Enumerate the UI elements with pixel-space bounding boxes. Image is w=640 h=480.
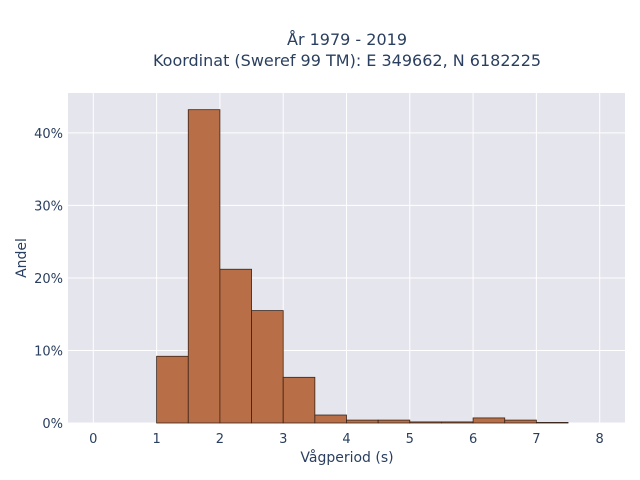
histogram-bar: [314, 414, 347, 424]
histogram-bar: [251, 310, 284, 424]
histogram-bar: [504, 419, 537, 424]
chart-title-line2: Koordinat (Sweref 99 TM): E 349662, N 61…: [153, 51, 541, 70]
histogram-bar: [219, 268, 252, 424]
x-axis-label: Vågperiod (s): [300, 449, 393, 466]
x-axis-ticks: 0 1 2 3 4 5 6 7 8: [89, 432, 604, 447]
y-tick-label: 40%: [34, 127, 63, 142]
x-tick-label: 5: [406, 432, 414, 447]
histogram-bar: [535, 422, 569, 424]
bars: [156, 109, 569, 424]
y-axis-label: Andel: [14, 238, 30, 278]
histogram-bar: [377, 419, 411, 424]
y-tick-label: 20%: [34, 272, 63, 287]
chart-title-line1: År 1979 - 2019: [287, 30, 407, 49]
x-tick-label: 8: [596, 432, 604, 447]
histogram-bar: [441, 421, 474, 424]
y-axis-ticks: 0% 10% 20% 30% 40%: [34, 127, 63, 432]
histogram-bar: [282, 376, 316, 424]
histogram-bar: [346, 419, 379, 424]
x-tick-label: 2: [216, 432, 224, 447]
y-tick-label: 0%: [42, 417, 63, 432]
y-tick-label: 10%: [34, 344, 63, 359]
histogram-bar: [187, 109, 221, 424]
x-tick-label: 6: [469, 432, 477, 447]
histogram-bar: [472, 417, 506, 424]
x-tick-label: 7: [532, 432, 540, 447]
histogram-bar: [409, 421, 442, 424]
x-tick-label: 4: [342, 432, 350, 447]
x-tick-label: 0: [89, 432, 97, 447]
x-tick-label: 3: [279, 432, 287, 447]
histogram-bar: [156, 355, 189, 424]
y-tick-label: 30%: [34, 199, 63, 214]
x-tick-label: 1: [152, 432, 160, 447]
